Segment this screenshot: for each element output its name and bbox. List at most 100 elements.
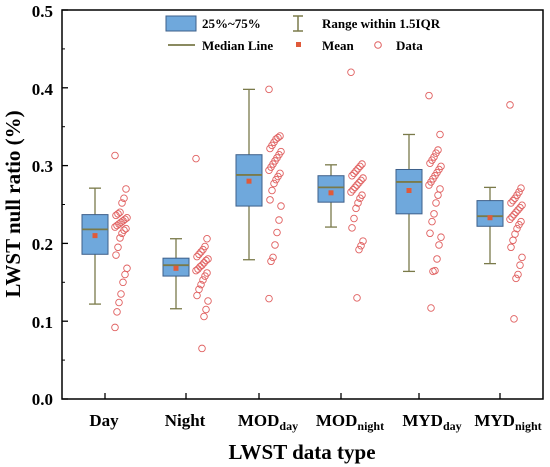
- data-point: [509, 236, 517, 245]
- x-tick-label: MODnight: [316, 411, 384, 433]
- data-point: [426, 229, 434, 238]
- data-point: [357, 176, 365, 185]
- data-point: [347, 188, 355, 196]
- data-point: [350, 169, 358, 178]
- legend-median-label: Median Line: [202, 38, 273, 53]
- data-point: [202, 305, 210, 314]
- data-point: [116, 234, 124, 242]
- legend-range-swatch: [293, 15, 303, 32]
- data-point: [198, 344, 206, 353]
- data-point: [121, 270, 129, 279]
- box-series-5: [395, 91, 445, 312]
- data-point: [265, 166, 273, 175]
- x-tick-label: MYDday: [402, 411, 461, 433]
- data-point: [203, 234, 211, 243]
- data-point: [202, 256, 210, 265]
- data-point: [347, 68, 355, 76]
- y-axis-title: LWST null ratio (%): [1, 110, 25, 297]
- data-point: [270, 179, 278, 188]
- box-series-2: [162, 154, 212, 353]
- data-point: [357, 241, 365, 250]
- plot-frame: [61, 9, 544, 400]
- data-point: [275, 216, 283, 224]
- data-point: [199, 276, 207, 284]
- data-point: [355, 245, 363, 254]
- data-point: [508, 213, 516, 221]
- data-point: [436, 130, 444, 139]
- y-axis: 0.0 0.1 0.2 0.3 0.4 0.5: [32, 2, 54, 409]
- data-point: [436, 185, 444, 193]
- data-point: [113, 308, 121, 316]
- data-point: [193, 291, 201, 300]
- mean-marker: [92, 233, 98, 239]
- data-point: [197, 280, 205, 289]
- data-point: [348, 171, 356, 180]
- y-tick-label: 0.5: [32, 2, 53, 21]
- legend-box-swatch: [165, 15, 197, 32]
- data-point: [512, 208, 520, 217]
- data-point: [435, 241, 443, 249]
- y-tick-label: 0.4: [32, 80, 54, 99]
- data-point: [265, 85, 273, 94]
- box-series-3: [235, 85, 285, 303]
- x-axis: Day Night MODday MODnight MYDday MYDnigh…: [89, 411, 541, 433]
- x-tick-label: Night: [165, 411, 206, 430]
- data-point: [506, 215, 514, 224]
- data-point: [113, 221, 121, 230]
- data-point: [266, 144, 274, 153]
- legend-mean-label: Mean: [322, 38, 355, 53]
- data-point: [517, 184, 525, 192]
- legend-mean-swatch: [296, 42, 301, 47]
- legend-range-label: Range within 1.5IQR: [322, 16, 441, 31]
- data-point: [118, 199, 126, 207]
- x-tick-main: Night: [165, 411, 206, 430]
- data-point: [427, 304, 435, 312]
- data-point: [507, 243, 515, 252]
- x-tick-main: MYD: [474, 411, 515, 430]
- data-point: [350, 214, 358, 223]
- data-point: [434, 191, 442, 199]
- y-tick-label: 0.1: [32, 313, 53, 332]
- data-point: [111, 151, 119, 160]
- data-point: [359, 174, 367, 182]
- x-tick-main: Day: [89, 411, 119, 430]
- data-point: [192, 154, 200, 163]
- x-tick-sub: night: [515, 419, 542, 433]
- data-point: [200, 312, 208, 321]
- mean-marker: [246, 178, 252, 184]
- data-point: [356, 162, 364, 171]
- data-point: [266, 196, 274, 204]
- box-series-6: [476, 101, 526, 323]
- data-point: [511, 194, 519, 203]
- data-point: [354, 164, 362, 173]
- box-series-1: [81, 151, 131, 332]
- data-point: [359, 237, 367, 245]
- data-point: [268, 186, 276, 195]
- data-point: [194, 265, 202, 273]
- data-point: [196, 262, 204, 271]
- x-tick-sub: day: [279, 419, 298, 433]
- data-point: [428, 217, 436, 226]
- data-point: [510, 315, 518, 323]
- data-point: [274, 133, 282, 142]
- data-point: [433, 255, 441, 263]
- x-tick-sub: day: [443, 419, 462, 433]
- data-point: [437, 233, 445, 241]
- data-point: [356, 194, 364, 203]
- data-point: [265, 294, 273, 303]
- legend-data-swatch: [374, 41, 382, 49]
- data-point: [198, 261, 206, 269]
- x-tick-label: MYDnight: [474, 411, 541, 433]
- data-point: [114, 210, 122, 218]
- data-point: [123, 264, 131, 273]
- data-point: [425, 181, 433, 189]
- iqr-box: [476, 200, 504, 227]
- data-point: [117, 290, 125, 298]
- data-point: [513, 224, 521, 233]
- data-point: [518, 253, 526, 262]
- data-point: [193, 252, 201, 261]
- x-tick-sub: night: [357, 419, 384, 433]
- data-point: [516, 261, 524, 269]
- y-axis-ticks: [62, 9, 501, 400]
- data-point: [269, 253, 277, 262]
